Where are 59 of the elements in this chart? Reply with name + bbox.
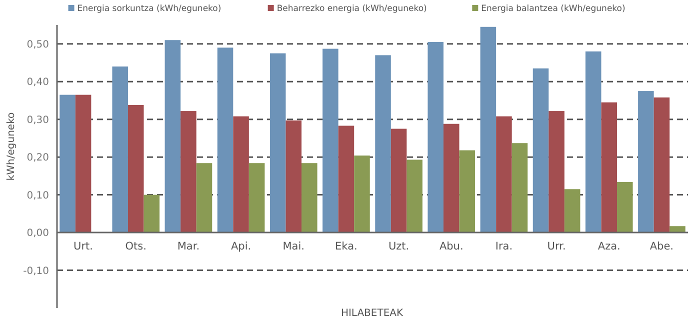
bar: [144, 194, 160, 233]
x-axis-title: HILABETEAK: [340, 308, 404, 319]
bar: [302, 163, 318, 233]
y-tick-label: 0,50: [26, 39, 49, 50]
bar: [322, 48, 338, 233]
bar: [248, 163, 265, 233]
y-tick-label: 0,40: [26, 77, 49, 88]
bar: [375, 55, 391, 233]
bar: [164, 40, 181, 233]
bar: [670, 226, 686, 233]
x-tick-label: Ira.: [495, 240, 513, 253]
x-tick-label: Eka.: [335, 240, 358, 253]
x-tick-label: Mar.: [177, 240, 200, 253]
bar: [60, 94, 76, 233]
y-axis-title: kWh/eguneko: [6, 112, 17, 181]
bar: [480, 26, 496, 233]
bar: [180, 111, 196, 233]
x-tick-label: Ots.: [125, 240, 146, 253]
legend-label: Energia balantzea (kWh/eguneko): [481, 4, 626, 14]
x-tick-label: Mai.: [282, 240, 304, 253]
bar: [532, 68, 549, 233]
bar: [217, 48, 234, 233]
bar: [585, 51, 602, 233]
x-tick-label: Aza.: [598, 240, 620, 253]
x-tick-label: Uzt.: [388, 240, 410, 253]
y-tick-label: -0,10: [23, 266, 49, 277]
bar: [128, 104, 144, 233]
bar: [112, 66, 128, 233]
bar: [233, 116, 249, 233]
legend-label: Beharrezko energia (kWh/eguneko): [276, 4, 427, 14]
bar: [601, 102, 618, 233]
bar: [459, 150, 476, 233]
bar: [548, 111, 564, 233]
x-tick-label: Abu.: [439, 240, 464, 253]
legend-label: Energia sorkuntza (kWh/eguneko): [77, 4, 222, 14]
bar: [512, 143, 528, 233]
bar: [196, 163, 212, 233]
y-tick-label: 0,30: [26, 114, 49, 126]
x-tick-label: Urr.: [547, 240, 566, 253]
bar: [564, 189, 580, 233]
bar: [496, 116, 512, 233]
bar: [354, 156, 370, 233]
x-tick-label: Urt.: [74, 240, 94, 253]
y-tick-label: 0,00: [26, 228, 49, 240]
y-tick-label: 0,10: [26, 190, 49, 202]
bar: [75, 94, 92, 233]
x-tick-label: Api.: [230, 240, 252, 253]
bar: [390, 128, 407, 233]
bar: [654, 97, 670, 233]
bar: [638, 91, 654, 233]
bar: [617, 182, 633, 233]
x-tick-label: Abe.: [650, 240, 674, 253]
bar: [443, 124, 460, 233]
bar: [270, 53, 286, 233]
y-tick-label: 0,20: [26, 152, 49, 164]
bar: [286, 120, 302, 233]
bar: [338, 126, 354, 233]
bar: [406, 160, 422, 233]
bar: [428, 42, 444, 233]
